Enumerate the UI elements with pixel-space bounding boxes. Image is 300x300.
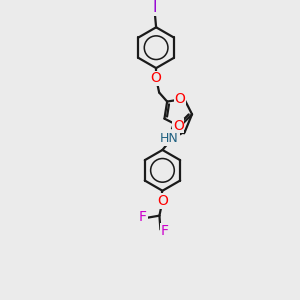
Text: O: O: [173, 118, 184, 133]
Text: O: O: [157, 194, 168, 208]
Text: I: I: [152, 0, 157, 15]
Text: F: F: [161, 224, 169, 238]
Text: F: F: [139, 210, 147, 224]
Text: HN: HN: [160, 132, 179, 145]
Text: O: O: [151, 71, 162, 85]
Text: O: O: [174, 92, 185, 106]
